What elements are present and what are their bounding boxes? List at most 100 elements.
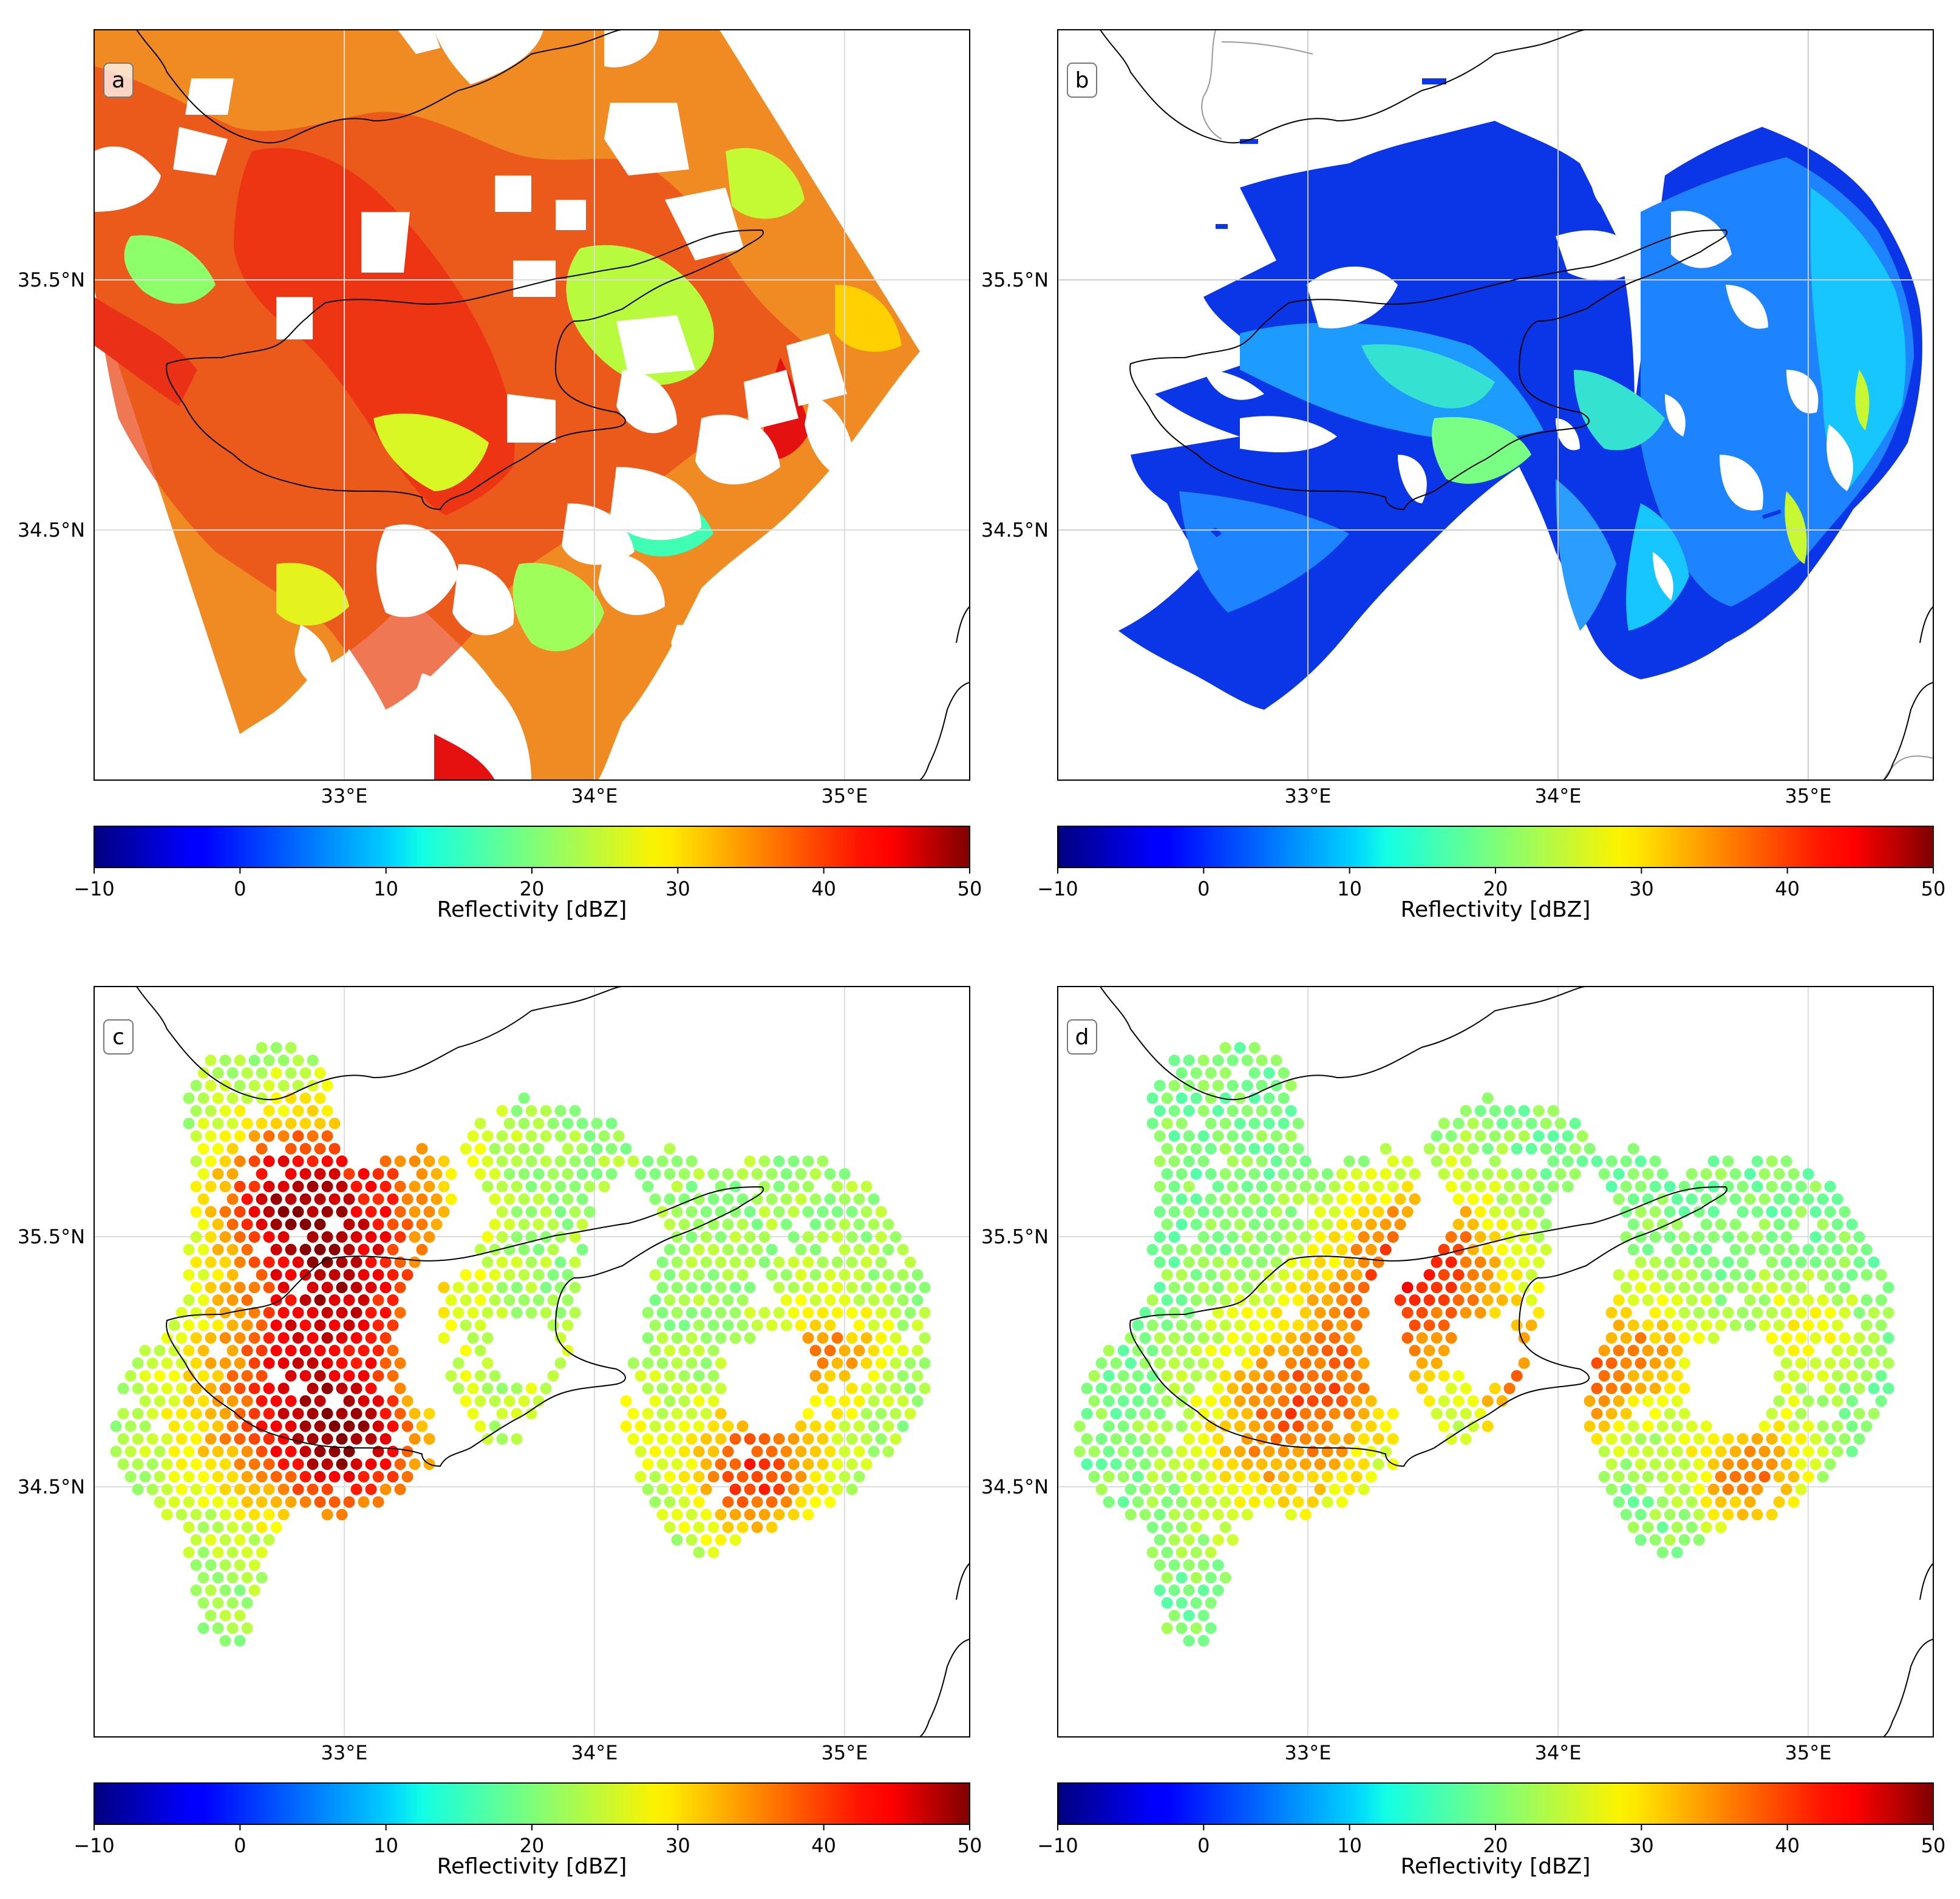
- observation-point: [168, 1420, 180, 1432]
- observation-point: [890, 1332, 902, 1344]
- observation-point: [234, 1155, 246, 1167]
- observation-point: [409, 1206, 421, 1218]
- observation-point: [744, 1206, 756, 1218]
- observation-point: [1256, 1357, 1268, 1369]
- observation-point: [824, 1319, 836, 1331]
- observation-point: [540, 1256, 552, 1268]
- observation-point: [1125, 1382, 1137, 1395]
- observation-point: [277, 1180, 290, 1192]
- observation-point: [664, 1395, 676, 1407]
- observation-point: [868, 1370, 880, 1382]
- observation-point: [270, 1243, 282, 1255]
- observation-point: [678, 1395, 690, 1407]
- observation-point: [678, 1370, 690, 1382]
- observation-point: [1212, 1282, 1224, 1294]
- observation-point: [1846, 1395, 1858, 1407]
- observation-point: [1860, 1420, 1873, 1432]
- observation-point: [1154, 1559, 1166, 1571]
- observation-point: [547, 1370, 559, 1382]
- observation-point: [1190, 1420, 1202, 1432]
- observation-point: [1212, 1306, 1224, 1319]
- observation-point: [1707, 1155, 1720, 1167]
- observation-point: [379, 1433, 392, 1445]
- observation-point: [321, 1408, 333, 1419]
- observation-point: [467, 1332, 479, 1344]
- observation-point: [1642, 1345, 1654, 1357]
- observation-point: [1278, 1345, 1290, 1357]
- observation-point: [839, 1243, 851, 1255]
- observation-point: [809, 1193, 822, 1205]
- observation-point: [780, 1470, 792, 1483]
- observation-point: [1438, 1319, 1450, 1331]
- colorbar-tick-label: 20: [1483, 877, 1508, 900]
- observation-point: [1802, 1243, 1814, 1255]
- observation-point: [1635, 1332, 1647, 1344]
- observation-point: [328, 1319, 341, 1331]
- observation-point: [1190, 1319, 1202, 1331]
- observation-point: [1278, 1168, 1290, 1180]
- observation-point: [503, 1193, 516, 1205]
- observation-point: [205, 1206, 217, 1218]
- observation-point: [773, 1458, 785, 1470]
- observation-point: [1278, 1092, 1290, 1104]
- observation-point: [686, 1408, 698, 1419]
- observation-point: [139, 1470, 151, 1483]
- observation-point: [1605, 1155, 1618, 1167]
- observation-point: [1095, 1483, 1108, 1495]
- observation-point: [1278, 1067, 1290, 1079]
- observation-point: [299, 1470, 311, 1483]
- observation-point: [161, 1433, 173, 1445]
- observation-point: [1452, 1168, 1465, 1180]
- observation-point: [868, 1420, 880, 1432]
- observation-point: [219, 1534, 231, 1546]
- observation-point: [839, 1470, 851, 1483]
- observation-point: [817, 1433, 829, 1445]
- observation-point: [846, 1433, 858, 1445]
- observation-point: [1773, 1496, 1785, 1508]
- observation-point: [1212, 1534, 1224, 1546]
- observation-point: [1197, 1483, 1210, 1495]
- observation-point: [1875, 1294, 1887, 1306]
- colorbar-tick-label: −10: [73, 1834, 115, 1857]
- observation-point: [379, 1180, 392, 1192]
- observation-point: [226, 1294, 239, 1306]
- observation-point: [226, 1395, 239, 1407]
- observation-point: [788, 1231, 800, 1243]
- observation-point: [1831, 1445, 1843, 1458]
- observation-point: [1853, 1382, 1865, 1395]
- observation-point: [226, 1370, 239, 1382]
- observation-point: [1205, 1496, 1217, 1508]
- observation-point: [1678, 1433, 1690, 1445]
- observation-point: [686, 1306, 698, 1319]
- observation-point: [671, 1306, 683, 1319]
- observation-point: [1234, 1269, 1246, 1281]
- observation-point: [205, 1559, 217, 1571]
- observation-point: [1278, 1193, 1290, 1205]
- observation-point: [751, 1319, 763, 1331]
- observation-point: [1329, 1256, 1341, 1268]
- observation-point: [1336, 1168, 1348, 1180]
- observation-point: [1686, 1496, 1698, 1508]
- observation-point: [831, 1458, 843, 1470]
- observation-point: [1715, 1319, 1727, 1331]
- observation-point: [795, 1496, 807, 1508]
- observation-point: [241, 1496, 253, 1508]
- observation-point: [722, 1193, 734, 1205]
- observation-point: [1321, 1370, 1333, 1382]
- observation-point: [1365, 1168, 1377, 1180]
- observation-point: [336, 1155, 348, 1167]
- observation-point: [299, 1319, 311, 1331]
- observation-point: [175, 1382, 188, 1395]
- observation-point: [1380, 1420, 1392, 1432]
- panel-d: d: [1057, 986, 1934, 1738]
- observation-point: [1248, 1470, 1261, 1483]
- observation-point: [234, 1509, 246, 1521]
- colorbar-tick-label: 50: [958, 877, 982, 900]
- observation-point: [1496, 1243, 1508, 1255]
- observation-point: [1190, 1243, 1202, 1255]
- observation-point: [234, 1458, 246, 1470]
- observation-point: [766, 1168, 778, 1180]
- observation-point: [212, 1622, 224, 1634]
- observation-point: [1263, 1445, 1275, 1458]
- observation-point: [438, 1180, 450, 1192]
